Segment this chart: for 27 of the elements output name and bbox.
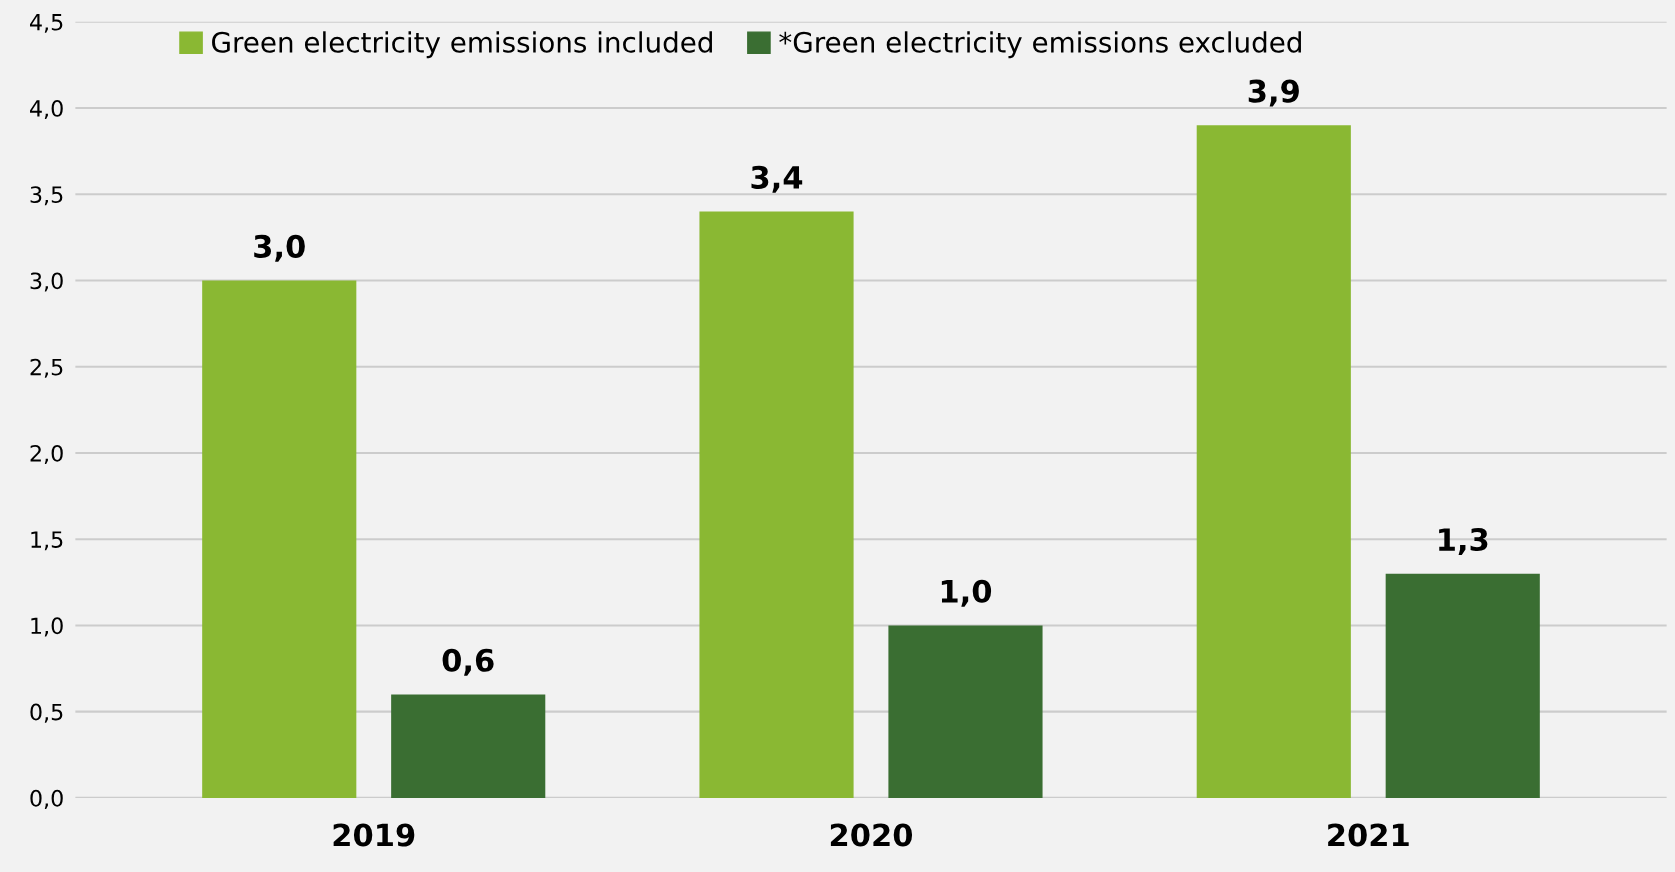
bar xyxy=(699,211,854,798)
y-tick-label: 2,5 xyxy=(30,358,63,378)
y-tick-label: 1,0 xyxy=(31,617,63,637)
legend-label: Green electricity emissions included xyxy=(212,31,712,59)
x-tick-label: 2019 xyxy=(333,823,415,847)
data-label: 3,0 xyxy=(254,234,305,262)
legend-label: *Green electricity emissions excluded xyxy=(779,31,1301,59)
bar xyxy=(391,694,546,798)
x-tick-label: 2020 xyxy=(830,823,913,847)
data-label: 1,3 xyxy=(1439,527,1488,555)
data-label: 3,9 xyxy=(1248,79,1299,107)
bar xyxy=(1385,573,1540,798)
x-tick-label: 2021 xyxy=(1328,823,1409,847)
bar xyxy=(1196,125,1351,798)
y-tick-label: 3,5 xyxy=(30,186,63,206)
y-tick-label: 2,0 xyxy=(30,444,63,464)
y-tick-label: 0,0 xyxy=(30,789,63,809)
data-label: 0,6 xyxy=(442,648,494,676)
y-tick-label: 1,5 xyxy=(31,531,63,551)
data-label: 3,4 xyxy=(751,165,803,193)
bar xyxy=(888,625,1043,798)
data-label: 1,0 xyxy=(941,579,992,607)
y-tick-label: 4,0 xyxy=(30,99,63,120)
bar xyxy=(202,280,357,798)
y-tick-label: 0,5 xyxy=(30,703,63,723)
y-tick-label: 4,5 xyxy=(30,14,63,33)
y-tick-label: 3,0 xyxy=(30,272,63,292)
